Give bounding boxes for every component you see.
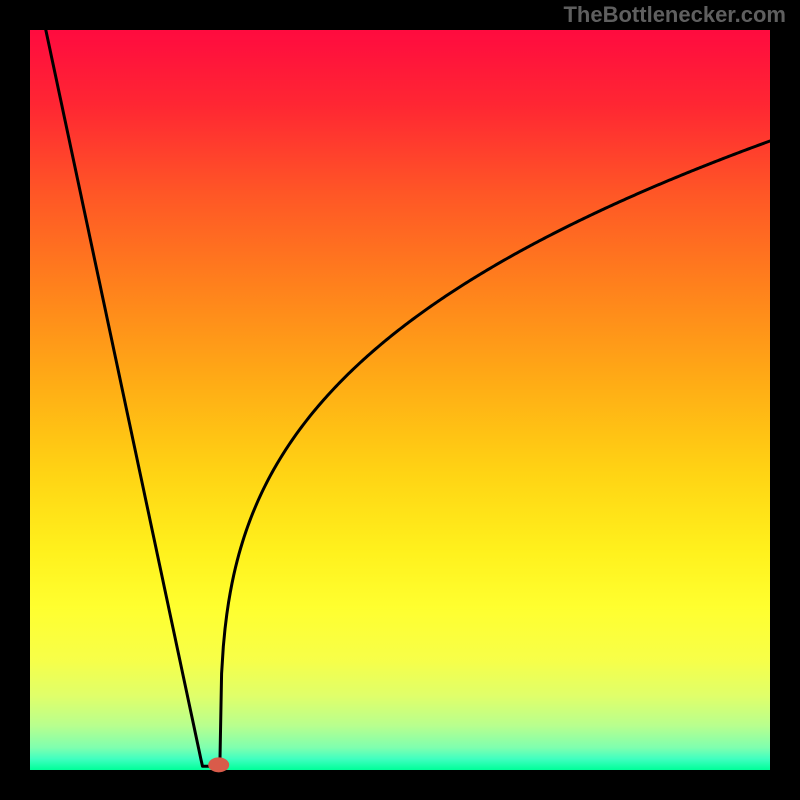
plot-background-gradient [30, 30, 770, 770]
watermark-text: TheBottlenecker.com [563, 2, 786, 28]
chart-container: TheBottlenecker.com [0, 0, 800, 800]
chart-svg [0, 0, 800, 800]
minimum-marker [209, 758, 229, 772]
